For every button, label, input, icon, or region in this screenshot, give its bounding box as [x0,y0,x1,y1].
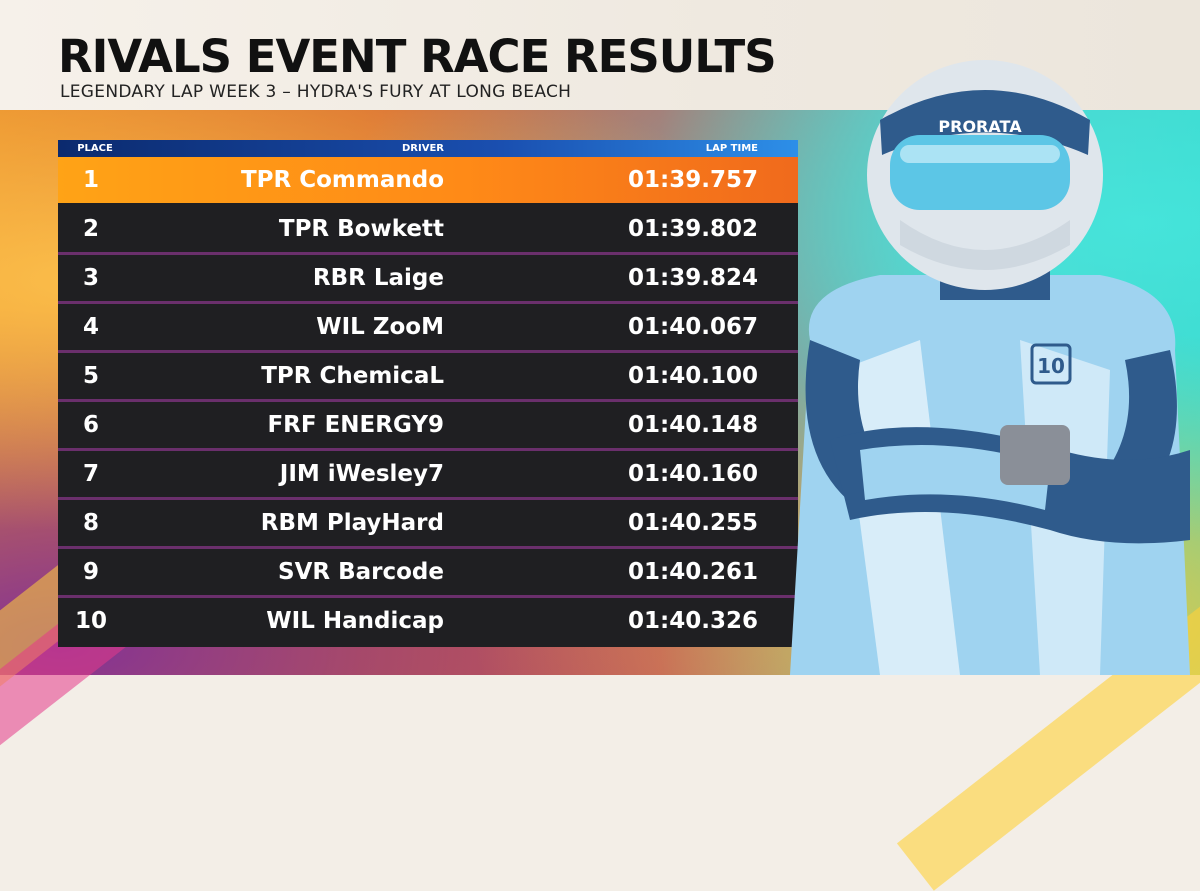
place-cell: 1 [82,167,99,193]
place-cell: 3 [82,265,99,291]
driver-cell: WIL Handicap [266,608,444,634]
driver-illustration: PRORATA 10 [770,40,1200,675]
driver-cell: WIL ZooM [316,314,444,340]
table-row: 5 TPR ChemicaL 01:40.100 [58,353,798,402]
column-header-driver: DRIVER [402,143,444,154]
page-title: RIVALS EVENT RACE RESULTS [58,30,777,83]
column-header-place: PLACE [77,143,113,154]
lap-time-cell: 01:39.757 [628,167,758,193]
place-cell: 5 [82,363,99,389]
table-row: 6 FRF ENERGY9 01:40.148 [58,402,798,451]
table-row: 1 TPR Commando 01:39.757 [58,157,798,206]
driver-cell: RBM PlayHard [260,510,444,536]
table-row: 8 RBM PlayHard 01:40.255 [58,500,798,549]
driver-figure-image: PRORATA 10 [790,60,1190,675]
table-header: PLACE DRIVER LAP TIME [58,140,798,157]
lap-time-cell: 01:39.824 [628,265,758,291]
place-cell: 4 [82,314,99,340]
driver-cell: SVR Barcode [278,559,444,585]
driver-cell: FRF ENERGY9 [267,412,444,438]
place-cell: 2 [82,216,99,242]
driver-cell: TPR Commando [240,167,444,193]
place-cell: 6 [82,412,99,438]
helmet-logo-text: PRORATA [938,117,1022,136]
driver-cell: JIM iWesley7 [279,461,444,487]
driver-cell: TPR ChemicaL [261,363,444,389]
lap-time-cell: 01:40.255 [628,510,758,536]
place-cell: 8 [82,510,99,536]
lap-time-cell: 01:40.100 [628,363,758,389]
lap-time-cell: 01:40.160 [628,461,758,487]
driver-cell: RBR Laige [312,265,444,291]
page-subtitle: LEGENDARY LAP WEEK 3 – HYDRA'S FURY AT L… [60,82,572,102]
results-table: PLACE DRIVER LAP TIME 1 TPR Commando 01:… [58,140,798,647]
lap-time-cell: 01:40.326 [628,608,758,634]
svg-text:10: 10 [1037,354,1065,378]
lap-time-cell: 01:40.148 [628,412,758,438]
lap-time-cell: 01:39.802 [628,216,758,242]
table-row: 9 SVR Barcode 01:40.261 [58,549,798,598]
lap-time-cell: 01:40.261 [628,559,758,585]
table-row: 7 JIM iWesley7 01:40.160 [58,451,798,500]
lap-time-cell: 01:40.067 [628,314,758,340]
place-cell: 9 [82,559,99,585]
driver-cell: TPR Bowkett [278,216,444,242]
column-header-lap-time: LAP TIME [705,143,758,154]
place-cell: 7 [82,461,99,487]
place-cell: 10 [74,608,107,634]
table-row: 10 WIL Handicap 01:40.326 [58,598,798,644]
table-row: 2 TPR Bowkett 01:39.802 [58,206,798,255]
table-row: 4 WIL ZooM 01:40.067 [58,304,798,353]
table-row: 3 RBR Laige 01:39.824 [58,255,798,304]
